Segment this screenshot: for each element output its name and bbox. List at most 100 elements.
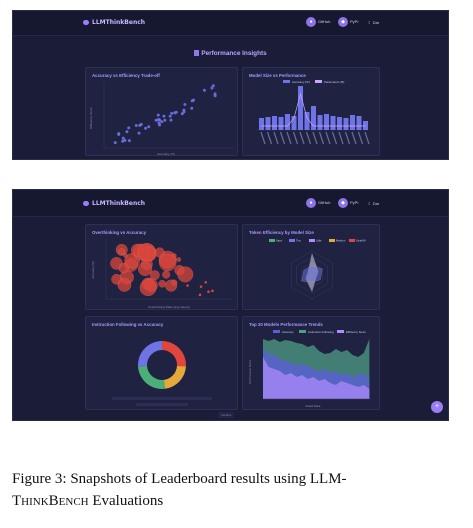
scatter-point xyxy=(158,123,162,127)
token-efficiency-radar: Nano Tiny Little Medium Small-M xyxy=(269,239,366,300)
pypi-link[interactable]: ◆ PyPI xyxy=(338,198,358,208)
scatter-point xyxy=(174,110,178,114)
brain-icon xyxy=(83,20,89,25)
caption-suffix: Evaluations xyxy=(88,493,164,509)
pypi-link[interactable]: ◆ PyPI xyxy=(338,17,358,27)
x-tick-label xyxy=(312,131,318,145)
scatter-point xyxy=(117,132,121,136)
bubble xyxy=(207,290,210,294)
brand-logo[interactable]: LLMThinkBench xyxy=(83,200,145,207)
token-efficiency-panel: Token Efficiency by Model Size Nano Tiny L… xyxy=(242,224,380,310)
scatter-point xyxy=(213,92,217,96)
bubble xyxy=(162,270,171,279)
scatter-point xyxy=(190,99,194,103)
scatter-point xyxy=(158,118,162,122)
scatter-point xyxy=(121,139,125,143)
model-size-panel: Model Size vs Performance Accuracy (%) P… xyxy=(242,67,380,156)
bubble xyxy=(118,248,126,256)
scatter-point xyxy=(211,84,215,88)
bar xyxy=(356,116,362,130)
chart-icon xyxy=(194,50,200,57)
legend-accuracy: Accuracy (%) xyxy=(292,80,310,84)
legend-swatch-efficiency xyxy=(337,330,344,333)
bar xyxy=(265,117,271,130)
bubble xyxy=(137,243,156,261)
scatter-point xyxy=(125,130,129,134)
github-label: GitHub xyxy=(318,19,331,25)
params-line xyxy=(261,92,366,127)
scatter-point xyxy=(162,114,166,118)
github-label: GitHub xyxy=(318,200,331,206)
legend-swatch xyxy=(269,239,275,242)
scroll-top-button[interactable]: + xyxy=(431,401,443,413)
top-models-area-chart: Accuracy Instruction Following Efficienc… xyxy=(248,330,371,408)
x-tick-label xyxy=(299,131,305,145)
model-size-bar-chart: Accuracy (%) Parameters (B) xyxy=(257,80,370,145)
github-link[interactable]: ● GitHub xyxy=(306,198,330,208)
scatter-point xyxy=(190,106,194,110)
x-tick-label xyxy=(305,131,312,145)
donut-slice xyxy=(162,341,186,367)
github-icon: ● xyxy=(306,198,316,208)
caption-smallcaps: ThinkBench xyxy=(12,493,89,509)
scatter-point xyxy=(170,111,174,115)
y-axis-label: Efficiency Score xyxy=(89,107,93,129)
legend-swatch-accuracy xyxy=(283,80,290,83)
x-tick-label xyxy=(279,131,286,145)
area-efficiency xyxy=(263,357,370,399)
package-icon: ◆ xyxy=(338,17,348,27)
theme-toggle[interactable]: ☾ Dar xyxy=(368,201,379,206)
y-axis-label: Performance Score xyxy=(248,360,252,385)
scatter-point xyxy=(160,120,164,124)
scatter-point xyxy=(134,123,138,127)
moon-icon: ☾ xyxy=(368,20,372,25)
radar-series xyxy=(301,265,323,283)
bar xyxy=(285,114,290,130)
legend-label: Little xyxy=(316,239,322,243)
scatter-point xyxy=(127,126,131,130)
x-axis-label: Model Rank xyxy=(306,404,322,408)
bubble xyxy=(158,280,166,288)
panel-title: Model Size vs Performance xyxy=(249,73,306,78)
bubble xyxy=(139,279,157,297)
brand-name: LLMThinkBench xyxy=(92,19,146,26)
scatter-point xyxy=(156,113,160,117)
bar xyxy=(272,116,277,130)
bubble xyxy=(159,253,177,272)
bar xyxy=(343,118,349,130)
panel-title: Token Efficiency by Model Size xyxy=(249,230,314,235)
scatter-point xyxy=(144,126,148,130)
plus-icon: + xyxy=(434,403,440,410)
brand-logo[interactable]: LLMThinkBench xyxy=(83,19,145,26)
x-tick-label xyxy=(260,131,266,145)
bubble xyxy=(165,279,178,292)
bubble xyxy=(198,293,202,297)
screenshot-dashboard-charts: LLMThinkBench ● GitHub ◆ PyPI ☾ Dar Overth… xyxy=(12,189,449,421)
bar xyxy=(317,115,323,130)
legend-swatch-instruction xyxy=(299,330,306,333)
x-tick-label xyxy=(325,131,331,145)
theme-toggle[interactable]: ☾ Dar xyxy=(368,20,379,25)
brain-icon xyxy=(83,201,89,206)
theme-label: Dar xyxy=(372,20,380,25)
pypi-label: PyPI xyxy=(350,200,359,206)
donut-legend-row xyxy=(136,403,188,406)
legend-instruction: Instruction Following xyxy=(308,330,334,334)
legend-label: Tiny xyxy=(296,239,302,243)
scatter-point xyxy=(168,114,172,118)
package-icon: ◆ xyxy=(338,198,348,208)
accuracy-efficiency-scatter: Accuracy (%) Efficiency Score xyxy=(89,82,234,156)
scatter-point xyxy=(210,86,214,90)
scatter-point xyxy=(113,141,117,145)
x-tick-label xyxy=(292,131,299,145)
donut-legend-row xyxy=(112,397,212,400)
bar xyxy=(324,114,329,130)
legend-swatch xyxy=(309,239,315,242)
scatter-point xyxy=(147,125,151,129)
brand-name: LLMThinkBench xyxy=(92,200,146,207)
github-link[interactable]: ● GitHub xyxy=(306,17,330,27)
pypi-label: PyPI xyxy=(350,19,359,25)
scatter-point xyxy=(123,138,127,142)
legend-accuracy: Accuracy xyxy=(282,330,294,334)
footer-tag: footfiles xyxy=(218,412,235,418)
